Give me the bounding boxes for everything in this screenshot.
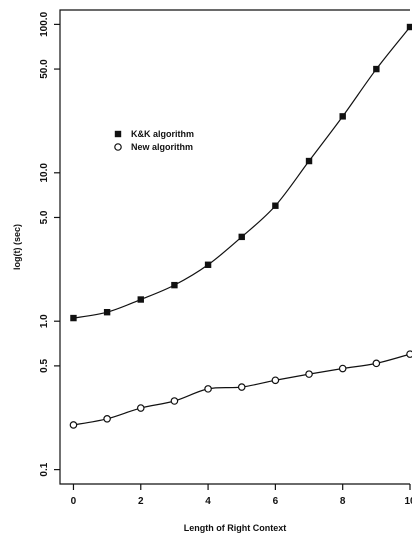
data-point bbox=[70, 314, 77, 322]
x-tick-label: 6 bbox=[273, 496, 279, 507]
series-line bbox=[73, 26, 411, 319]
y-tick-label: 0.5 bbox=[39, 358, 50, 372]
series-group bbox=[69, 23, 412, 429]
y-tick-label: 50.0 bbox=[39, 59, 50, 79]
x-axis-label: Length of Right Context bbox=[184, 523, 286, 533]
data-point bbox=[204, 385, 212, 393]
x-tick-label: 0 bbox=[71, 496, 77, 507]
legend-label: New algorithm bbox=[131, 142, 193, 152]
data-point bbox=[171, 281, 178, 289]
data-point bbox=[305, 157, 313, 165]
data-point bbox=[271, 376, 280, 385]
y-tick-label: 1.0 bbox=[39, 314, 50, 328]
data-point bbox=[170, 397, 179, 405]
x-tick-label: 2 bbox=[138, 496, 144, 507]
x-tick-label: 4 bbox=[205, 496, 211, 507]
data-point bbox=[373, 65, 380, 73]
data-point bbox=[339, 113, 346, 120]
y-tick-label: 10.0 bbox=[39, 163, 50, 183]
legend-label: K&K algorithm bbox=[131, 129, 194, 139]
data-point bbox=[372, 359, 381, 368]
data-point bbox=[237, 383, 246, 391]
legend-marker bbox=[114, 130, 122, 138]
axis-labels: 0.1 0.5 1.0 5.0 10.0 50.0 100.0 0 2 4 6 8 10 Length o… bbox=[12, 11, 412, 533]
y-tick-label: 100.0 bbox=[39, 11, 50, 36]
legend: K&K algorithm New algorithm bbox=[114, 129, 194, 152]
data-point bbox=[338, 364, 347, 373]
data-point bbox=[272, 202, 279, 209]
data-point bbox=[103, 414, 111, 423]
data-point bbox=[305, 370, 313, 378]
y-tick-label: 0.1 bbox=[39, 462, 50, 476]
y-axis-label: log(t) (sec) bbox=[12, 224, 22, 270]
data-point bbox=[406, 23, 412, 31]
data-point bbox=[136, 404, 145, 412]
series-1 bbox=[70, 23, 412, 322]
data-point bbox=[406, 350, 412, 358]
data-point bbox=[69, 421, 78, 429]
data-point bbox=[238, 233, 245, 241]
data-point bbox=[103, 308, 111, 316]
x-tick-label: 8 bbox=[340, 496, 346, 507]
data-point bbox=[204, 261, 212, 268]
series-2 bbox=[69, 350, 412, 429]
y-tick-label: 5.0 bbox=[39, 210, 50, 224]
legend-marker bbox=[114, 143, 122, 151]
plot-frame bbox=[54, 9, 411, 490]
plot-border bbox=[59, 9, 410, 485]
x-tick-label: 10 bbox=[404, 496, 412, 507]
data-point bbox=[137, 296, 144, 303]
